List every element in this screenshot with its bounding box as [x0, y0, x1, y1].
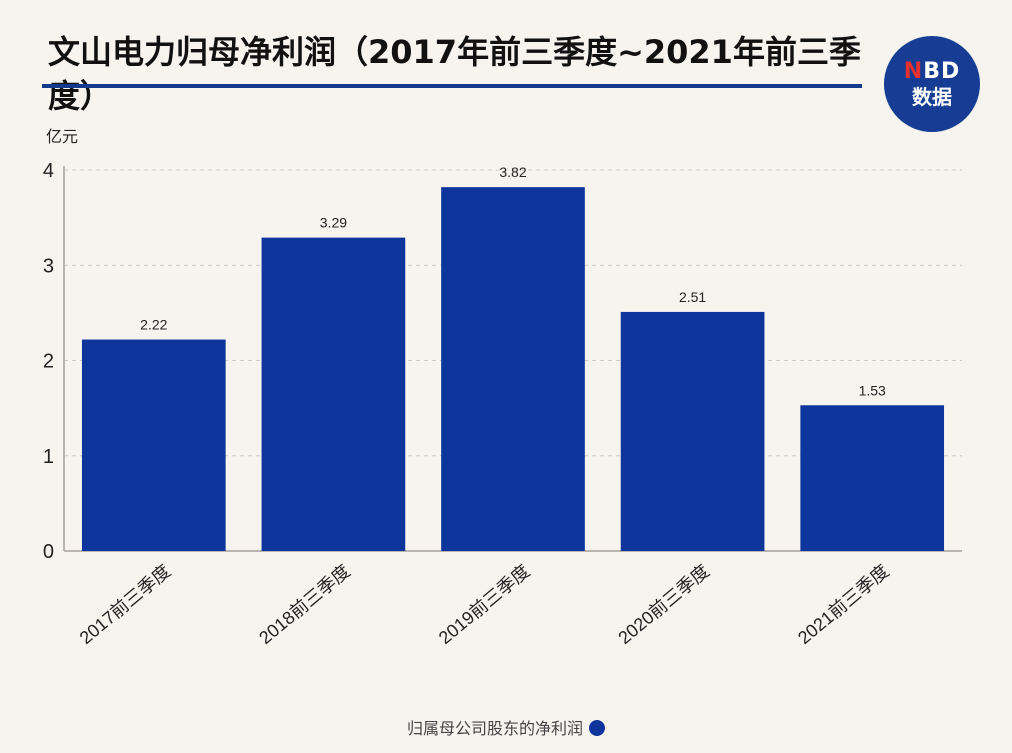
- x-tick-label: 2018前三季度: [255, 561, 354, 648]
- legend: 归属母公司股东的净利润: [0, 715, 1012, 739]
- x-tick-label: 2019前三季度: [435, 561, 534, 648]
- bar-3: [441, 187, 585, 551]
- data-labels: 2.22 3.29 3.82 2.51 1.53: [140, 164, 886, 398]
- x-tick-label: 2020前三季度: [614, 561, 713, 648]
- nbd-logo: NBD 数据: [884, 36, 980, 132]
- x-tick-labels: 2017前三季度 2018前三季度 2019前三季度 2020前三季度 2021前三季度: [76, 561, 893, 648]
- x-tick-label: 2021前三季度: [794, 561, 893, 648]
- legend-swatch: [589, 720, 605, 736]
- data-label: 1.53: [859, 382, 886, 398]
- bar-1: [81, 339, 226, 551]
- y-tick-label: 1: [43, 446, 54, 468]
- data-label: 2.22: [140, 317, 167, 333]
- bars: [81, 187, 945, 551]
- data-label: 3.29: [320, 215, 347, 231]
- bar-5: [800, 405, 945, 551]
- x-tick-label: 2017前三季度: [76, 561, 175, 648]
- y-tick-label: 0: [43, 541, 54, 563]
- legend-label: 归属母公司股东的净利润: [406, 719, 583, 738]
- logo-letters-bd: BD: [923, 59, 961, 84]
- y-tick-label: 4: [43, 160, 54, 182]
- title-underline: [42, 84, 862, 88]
- bar-2: [261, 237, 406, 551]
- bar-4: [620, 311, 765, 551]
- chart-title: 文山电力归母净利润（2017年前三季度~2021年前三季度）: [48, 33, 861, 115]
- y-axis-label: 亿元: [46, 128, 78, 146]
- logo-wordmark: NBD: [904, 59, 960, 85]
- data-label: 2.51: [679, 289, 706, 305]
- y-tick-label: 3: [43, 255, 54, 277]
- logo-letter-n: N: [903, 59, 924, 84]
- logo-subtitle: 数据: [912, 85, 952, 109]
- y-tick-labels: 0 1 2 3 4: [43, 160, 54, 563]
- data-label: 3.82: [499, 164, 526, 180]
- y-tick-label: 2: [43, 351, 54, 373]
